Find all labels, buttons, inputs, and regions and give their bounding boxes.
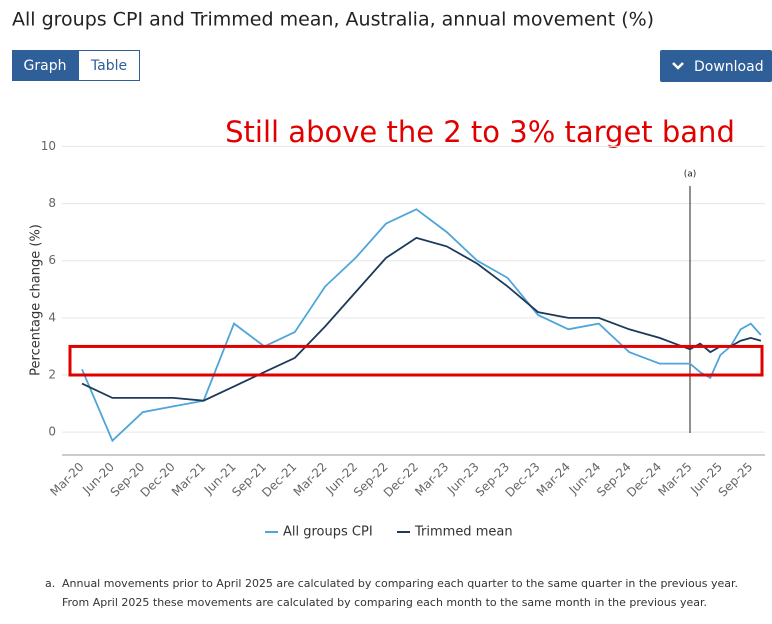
y-tick-label: 8 [48, 196, 56, 210]
marker-label: (a) [684, 170, 697, 180]
x-tick-label: Dec-20 [138, 460, 178, 500]
footnote-line: Annual movements prior to April 2025 are… [62, 577, 738, 590]
x-tick-label: Dec-24 [624, 460, 664, 500]
page-title: All groups CPI and Trimmed mean, Austral… [12, 9, 654, 31]
y-tick-label: 2 [48, 368, 56, 382]
x-tick-label: Mar-24 [534, 460, 573, 499]
y-tick-label: 0 [48, 425, 56, 439]
x-tick-label: Dec-23 [502, 460, 542, 500]
download-label[interactable]: Download [694, 59, 764, 75]
table-tab[interactable] [78, 50, 140, 81]
y-axis-label: Percentage change (%) [29, 224, 44, 376]
footnote-line: From April 2025 these movements are calc… [62, 596, 707, 609]
x-tick-label: Dec-21 [259, 460, 299, 500]
legend-label: All groups CPI [283, 525, 373, 540]
series-line [81, 236, 762, 402]
legend-label: Trimmed mean [414, 525, 513, 540]
target-band [68, 344, 764, 377]
table-tab-label[interactable]: Table [90, 58, 127, 74]
x-tick-label: Mar-22 [291, 460, 330, 499]
x-tick-label: Dec-22 [381, 460, 421, 500]
download-button[interactable] [660, 50, 772, 82]
footnote-marker: a. [45, 577, 55, 590]
x-tick-label: Mar-23 [412, 460, 451, 499]
graph-tab-label[interactable]: Graph [24, 58, 67, 74]
graph-tab[interactable] [12, 50, 78, 81]
x-tick-label: Mar-25 [655, 460, 694, 499]
download-icon [672, 62, 684, 70]
y-tick-label: 4 [48, 310, 56, 324]
annotation: Still above the 2 to 3% target band [225, 115, 735, 149]
y-tick-label: 6 [48, 253, 56, 267]
y-tick-label: 10 [41, 139, 56, 153]
x-tick-label: Mar-20 [47, 460, 86, 499]
x-tick-label: Sep-25 [716, 460, 756, 500]
series-line [81, 208, 762, 443]
x-tick-label: Mar-21 [169, 460, 208, 499]
